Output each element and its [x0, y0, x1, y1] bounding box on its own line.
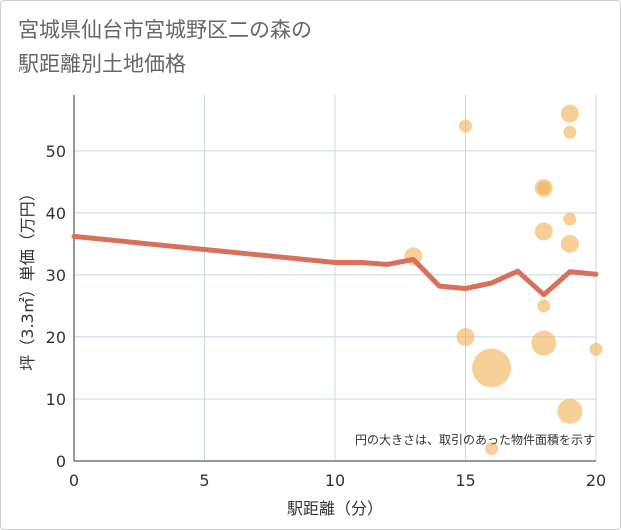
- data-point: [534, 222, 553, 241]
- data-point: [560, 104, 579, 123]
- data-point: [485, 442, 499, 456]
- x-tick-label: 0: [69, 471, 79, 490]
- x-tick-label: 10: [325, 471, 345, 490]
- y-tick-label: 30: [46, 266, 66, 285]
- chart-title-line-1: 宮城県仙台市宮城野区二の森の: [18, 18, 312, 42]
- y-tick-label: 40: [46, 204, 66, 223]
- grid-lines: [74, 95, 597, 461]
- axes: [73, 95, 596, 462]
- y-tick-label: 20: [46, 328, 66, 347]
- y-tick-label: 0: [56, 452, 66, 471]
- data-point: [537, 181, 551, 195]
- tick-labels: 0 5 10 15 20 0 10 20 30 40 50: [46, 142, 607, 490]
- chart-title: 宮城県仙台市宮城野区二の森の 駅距離別土地価格: [18, 13, 578, 81]
- data-point: [557, 398, 583, 424]
- data-point: [456, 327, 475, 346]
- data-point: [537, 299, 551, 313]
- data-point: [531, 330, 557, 356]
- x-tick-label: 20: [586, 471, 606, 490]
- average-line-series: [71, 233, 599, 298]
- y-axis-label: 坪（3.3㎡）単価（万円）: [18, 185, 37, 370]
- data-point: [563, 125, 577, 139]
- data-point: [563, 212, 577, 226]
- x-tick-label: 5: [199, 471, 209, 490]
- y-tick-label: 50: [46, 142, 66, 161]
- y-tick-label: 10: [46, 390, 66, 409]
- data-point: [472, 348, 512, 388]
- size-note: 円の大きさは、取引のあった物件面積を示す: [355, 432, 595, 447]
- data-point: [560, 234, 579, 253]
- x-tick-label: 15: [455, 471, 475, 490]
- x-axis-label: 駅距離（分）: [287, 499, 383, 518]
- data-point: [589, 342, 603, 356]
- average-price-line: [71, 233, 599, 298]
- data-point: [459, 119, 472, 133]
- chart-title-line-2: 駅距離別土地価格: [18, 52, 186, 76]
